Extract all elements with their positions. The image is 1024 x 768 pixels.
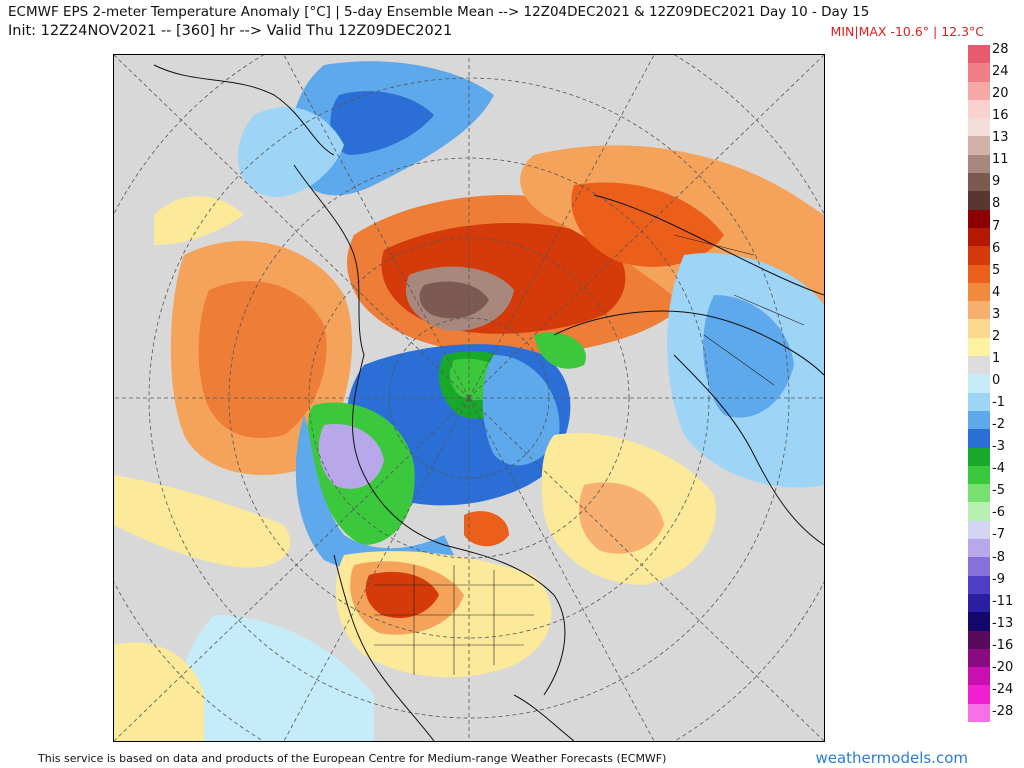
title-line-2: Init: 12Z24NOV2021 -- [360] hr --> Valid… [8,23,453,39]
colorbar-label: -28 [992,704,1014,719]
colorbar-label: 20 [992,86,1009,102]
colorbar-swatch [968,301,990,320]
colorbar-label: -6 [992,505,1005,521]
min-max-readout: MIN|MAX -10.6° | 12.3°C [830,24,984,39]
colorbar-label: 8 [992,196,1001,212]
title-line-1: ECMWF EPS 2-meter Temperature Anomaly [°… [8,4,870,20]
colorbar-swatch [968,319,990,339]
colorbar-swatch [968,447,990,467]
colorbar-swatch [968,154,990,174]
colorbar-label: -3 [992,439,1005,455]
colorbar-swatch [968,612,990,631]
longitude-lines [114,55,824,741]
brand-link[interactable]: weathermodels.com [815,749,968,767]
colorbar-swatch [968,246,990,266]
colorbar-swatch [968,410,990,430]
colorbar-swatch [968,337,990,357]
colorbar-swatch [968,630,990,650]
colorbar-label: 5 [992,262,1001,278]
colorbar-swatch [968,648,990,668]
colorbar-label: 13 [992,130,1009,146]
colorbar-swatch [968,703,990,723]
colorbar-label: 9 [992,174,1001,190]
colorbar-label: -4 [992,461,1005,477]
colorbar-swatch [968,374,990,394]
anomaly-map [113,54,825,742]
colorbar-swatch [968,136,990,156]
colorbar-swatch [968,99,990,119]
colorbar-swatch [968,520,990,540]
colorbar-label: 24 [992,64,1009,80]
colorbar-label: 1 [992,350,1001,366]
colorbar-swatch [968,227,990,247]
colorbar-label: 11 [992,152,1009,168]
colorbar-swatch [968,63,990,83]
colorbar-swatch [968,667,990,686]
colorbar-label: 2 [992,328,1001,344]
colorbar-swatch [968,118,990,137]
colorbar-swatch [968,429,990,449]
colorbar-label: 4 [992,284,1001,300]
colorbar-label: 28 [992,42,1009,57]
coastlines [153,64,824,741]
colorbar-label: 0 [992,373,1001,388]
colorbar-label: 16 [992,108,1009,124]
colorbar-label: -24 [992,681,1014,697]
colorbar-label: -5 [992,483,1005,499]
colorbar-swatch [968,356,990,375]
colorbar-swatch [968,502,990,522]
colorbar-swatch [968,484,990,503]
colorbar-label: 3 [992,306,1001,322]
borders [374,234,805,675]
colorbar-swatch [968,45,990,64]
colorbar-label: -11 [992,593,1014,609]
colorbar-swatch [968,264,990,284]
colorbar-label: -20 [992,659,1014,675]
colorbar-swatch [968,685,990,705]
colorbar [968,45,990,723]
ecmwf-credit: This service is based on data and produc… [38,752,667,765]
colorbar-swatch [968,173,990,192]
colorbar-label: -13 [992,615,1014,631]
colorbar-swatch [968,465,990,485]
colorbar-label: 6 [992,240,1001,256]
colorbar-label: -2 [992,417,1005,433]
colorbar-swatch [968,593,990,613]
colorbar-swatch [968,575,990,595]
colorbar-swatch [968,282,990,302]
colorbar-label: 7 [992,218,1001,234]
colorbar-label: -1 [992,395,1005,411]
colorbar-swatch [968,557,990,577]
colorbar-label: -8 [992,549,1005,565]
colorbar-swatch [968,392,990,412]
colorbar-swatch [968,81,990,101]
colorbar-label: -16 [992,637,1014,653]
colorbar-label: -7 [992,527,1005,543]
colorbar-label: -9 [992,571,1005,587]
colorbar-swatch [968,539,990,558]
colorbar-swatch [968,191,990,211]
colorbar-swatch [968,209,990,229]
